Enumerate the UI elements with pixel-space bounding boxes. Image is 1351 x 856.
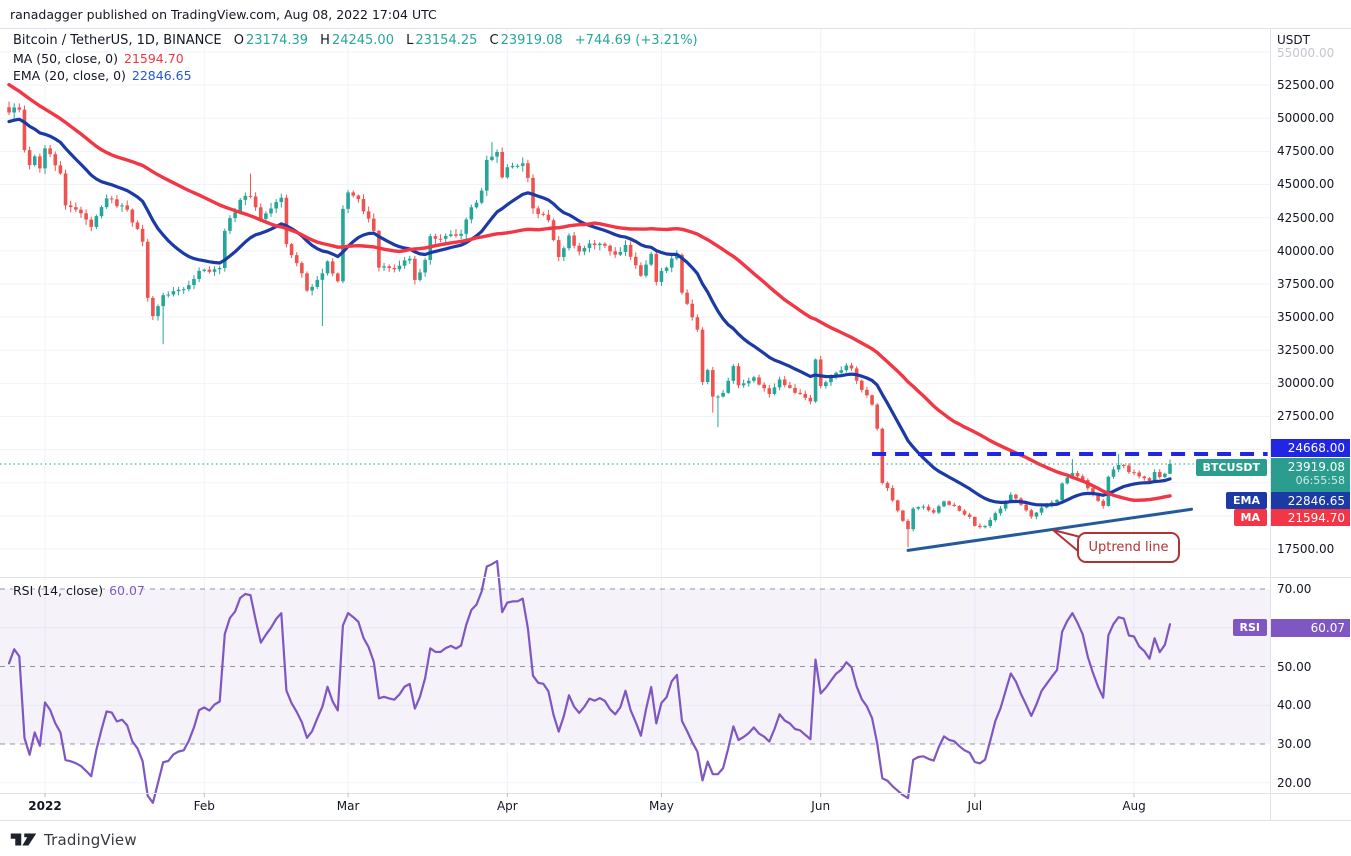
price-axis-tick: 50000.00: [1277, 111, 1335, 126]
rsi-axis-tick: 70.00: [1277, 582, 1312, 596]
ma-line: [7, 83, 1172, 502]
rsi-legend[interactable]: RSI (14, close) 60.07: [13, 583, 145, 598]
rsi-axis-label: RSI: [1232, 619, 1267, 636]
price-axis-tick: 35000.00: [1277, 310, 1335, 325]
ema-legend[interactable]: EMA (20, close, 0) 22846.65: [13, 68, 192, 83]
ema-value-badge: 22846.65: [1271, 492, 1350, 509]
open-value: 23174.39: [245, 33, 309, 48]
change-value: +744.69 (+3.21%): [574, 33, 698, 48]
tradingview-logo-text: TradingView: [44, 830, 137, 849]
time-axis-label: Feb: [193, 799, 215, 813]
ma-legend-value: 21594.70: [124, 51, 184, 66]
rsi-line: [7, 559, 1172, 804]
price-tick-faded: 55000.00: [1277, 46, 1335, 60]
rsi-axis-tick: 50.00: [1277, 659, 1312, 674]
close-value: 23919.08: [500, 33, 563, 48]
axis-currency-label[interactable]: USDT: [1277, 33, 1310, 47]
time-axis-label: May: [649, 799, 674, 813]
callout-bubble[interactable]: [1077, 532, 1180, 563]
close-label: C: [489, 33, 499, 48]
price-axis-tick: 30000.00: [1277, 376, 1335, 391]
rsi-axis-tick: 30.00: [1277, 737, 1312, 751]
ema-line: [7, 117, 1172, 507]
time-axis-label: Jun: [811, 799, 831, 813]
tradingview-logo-icon: [10, 833, 37, 846]
open-label: O: [233, 33, 244, 48]
high-label: H: [320, 33, 330, 48]
price-axis-tick: 27500.00: [1277, 409, 1335, 424]
last-price-badge: 23919.08 06:55:58: [1271, 458, 1350, 492]
rsi-axis-tick: 40.00: [1277, 698, 1312, 713]
ma-value-badge: 21594.70: [1271, 509, 1350, 526]
time-axis-label: Apr: [496, 799, 518, 813]
low-label: L: [406, 33, 414, 48]
price-axis-tick: 32500.00: [1277, 343, 1335, 358]
uptrend-callout-text[interactable]: Uptrend line: [1088, 540, 1169, 555]
candles: [7, 101, 1172, 548]
rsi-legend-value: 60.07: [109, 583, 145, 598]
time-axis-label: Aug: [1122, 799, 1146, 813]
time-axis-label: Mar: [336, 799, 360, 813]
tradingview-logo[interactable]: TradingView: [10, 829, 137, 850]
ema-legend-value: 22846.65: [131, 68, 192, 83]
price-axis-tick: 47500.00: [1277, 144, 1335, 159]
rsi-value-badge: 60.07: [1271, 619, 1350, 637]
low-value: 23154.25: [415, 33, 478, 48]
ma-legend[interactable]: MA (50, close, 0) 21594.70: [13, 51, 184, 66]
last-price-value: 23919.08: [1287, 460, 1345, 474]
price-axis-tick: 52500.00: [1277, 78, 1335, 93]
ema-axis-label: EMA: [1226, 492, 1267, 509]
symbol-title: Bitcoin / TetherUS, 1D, BINANCE: [13, 33, 222, 48]
rsi-axis-tick: 20.00: [1277, 775, 1312, 790]
ma-legend-label: MA (50, close, 0): [13, 51, 119, 66]
high-value: 24245.00: [331, 33, 394, 48]
price-axis-tick: 45000.00: [1277, 177, 1335, 192]
price-axis-tick: 42500.00: [1277, 210, 1335, 225]
price-axis-tick: 40000.00: [1277, 243, 1335, 258]
bar-countdown: 06:55:58: [1295, 474, 1345, 487]
symbol-legend[interactable]: Bitcoin / TetherUS, 1D, BINANCE O 23174.3…: [13, 33, 698, 48]
rsi-legend-label: RSI (14, close): [13, 583, 104, 598]
attribution-text: ranadagger published on TradingView.com,…: [10, 7, 437, 22]
ema-legend-label: EMA (20, close, 0): [13, 68, 126, 83]
symbol-axis-label: BTCUSDT: [1195, 459, 1267, 476]
time-axis-label: Jul: [967, 799, 983, 813]
uptrend-line[interactable]: [906, 507, 1194, 552]
price-axis-tick: 37500.00: [1277, 276, 1335, 291]
time-axis-label: 2022: [28, 799, 62, 813]
ma-axis-label: MA: [1233, 509, 1267, 526]
resistance-price-badge: 24668.00: [1271, 439, 1350, 457]
price-axis-tick: 17500.00: [1277, 542, 1335, 557]
